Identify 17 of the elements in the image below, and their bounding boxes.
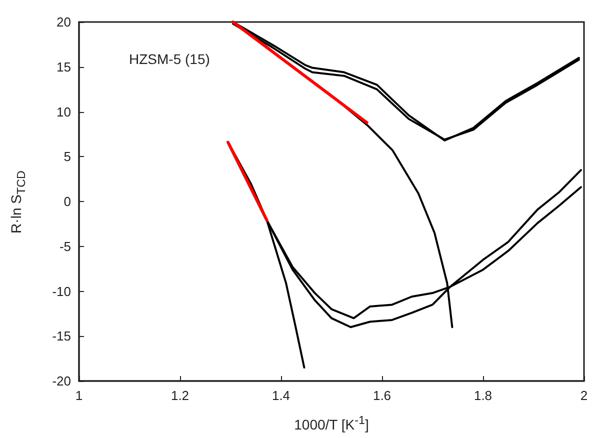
x-tick-label: 2 xyxy=(580,388,588,403)
x-tick-label: 1.4 xyxy=(272,388,290,403)
y-tick-label: 10 xyxy=(56,104,71,120)
x-axis-title: 1000/T [K$^{-1}$] xyxy=(294,414,369,433)
annotation: HZSM-5 (15) xyxy=(129,51,210,67)
y-tick-label: 15 xyxy=(56,59,71,74)
x-tick-label: 1.6 xyxy=(372,388,392,403)
y-tick-label: 20 xyxy=(56,14,71,30)
y-tick-label: 5 xyxy=(64,149,71,164)
y-tick-label: -20 xyxy=(52,374,71,388)
y-tick-label: -10 xyxy=(52,284,71,299)
y-tick-label: -15 xyxy=(52,328,71,344)
y-tick-label: 0 xyxy=(64,194,71,209)
x-tick-label: 1 xyxy=(75,388,83,403)
x-tick-label: 1.2 xyxy=(170,388,190,403)
x-tick-label: 1.8 xyxy=(474,388,492,403)
y-tick-label: -5 xyxy=(59,238,71,254)
